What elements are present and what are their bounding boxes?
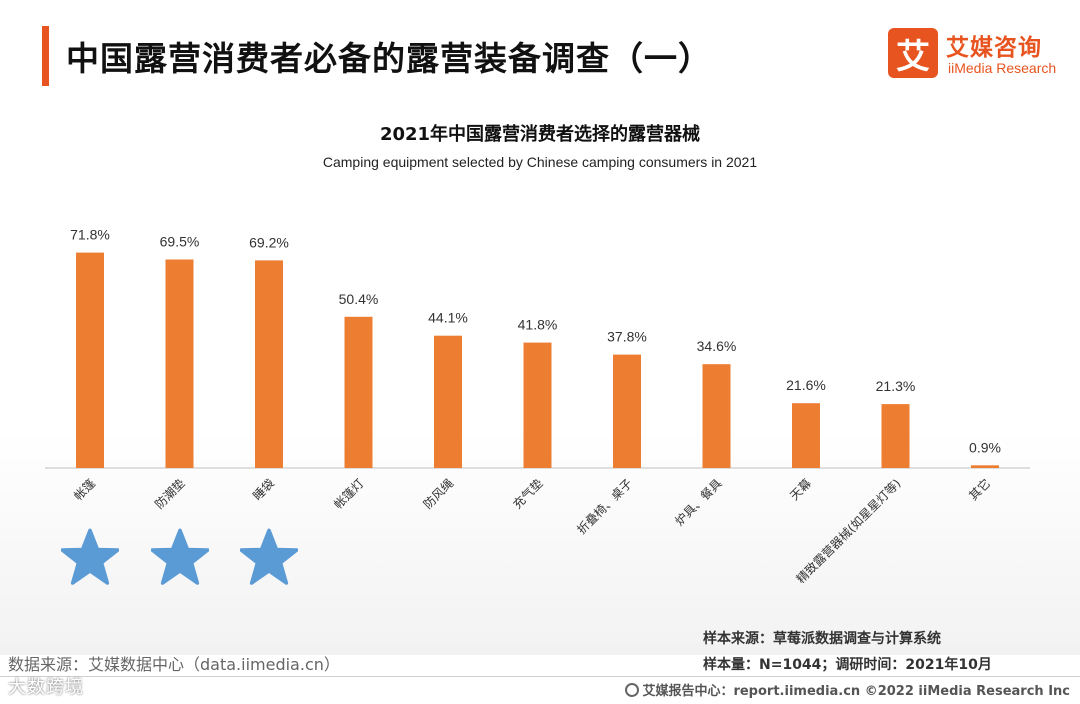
star-icon-0	[61, 528, 119, 585]
globe-icon	[625, 683, 640, 697]
footer-divider	[0, 676, 1080, 677]
bar-1	[165, 259, 194, 468]
data-label-6: 37.8%	[607, 329, 647, 345]
category-label-3: 帐篷灯	[331, 476, 367, 512]
category-label-4: 防风绳	[420, 476, 456, 512]
title-accent-bar	[42, 26, 49, 86]
data-label-10: 0.9%	[969, 439, 1001, 455]
chart-title: 2021年中国露营消费者选择的露营器械	[379, 124, 701, 145]
star-shape-2	[240, 528, 298, 585]
data-label-8: 21.6%	[786, 377, 826, 393]
page-title: 中国露营消费者必备的露营装备调查（一）	[66, 39, 712, 78]
notes: 样本来源：草莓派数据调查与计算系统 样本量：N=1044；调研时间：2021年1…	[703, 626, 992, 678]
data-label-5: 41.8%	[518, 317, 558, 333]
sample-source-note: 样本来源：草莓派数据调查与计算系统	[703, 631, 941, 647]
footer: 艾媒报告中心：report.iimedia.cn ©2022 iiMedia R…	[625, 680, 1070, 699]
sample-size-note: 样本量：N=1044；调研时间：2021年10月	[703, 657, 992, 673]
data-label-1: 69.5%	[160, 234, 200, 250]
bar-6	[613, 354, 641, 468]
iimedia-logo: 艾 艾媒咨询 iiMedia Research	[888, 28, 1068, 80]
category-label-2: 睡袋	[250, 476, 277, 503]
bar-0	[76, 252, 104, 468]
category-label-8: 天幕	[787, 476, 814, 503]
category-label-6: 折叠椅、桌子	[574, 476, 636, 538]
bar-10	[971, 465, 999, 468]
data-label-0: 71.8%	[70, 227, 110, 243]
category-label-10: 其它	[966, 476, 994, 504]
bar-9	[881, 404, 910, 468]
star-icon-1	[150, 528, 209, 585]
data-label-9: 21.3%	[876, 378, 916, 394]
report-center-link[interactable]: 艾媒报告中心：report.iimedia.cn ©2022 iiMedia R…	[642, 684, 1070, 699]
star-shape-0	[61, 528, 119, 585]
data-label-2: 69.2%	[249, 234, 289, 250]
data-label-4: 44.1%	[428, 310, 468, 326]
bar-4	[434, 335, 462, 468]
category-label-7: 炉具、餐具	[672, 476, 725, 529]
bar-5	[523, 342, 552, 468]
category-label-5: 充气垫	[510, 476, 546, 512]
data-label-3: 50.4%	[339, 291, 379, 307]
bar-2	[255, 260, 283, 468]
star-shape-1	[150, 528, 209, 585]
category-label-1: 防潮垫	[152, 476, 188, 512]
category-label-0: 帐篷	[71, 476, 99, 504]
bar-8	[792, 403, 820, 468]
bar-7	[702, 364, 731, 468]
data-label-7: 34.6%	[697, 338, 737, 354]
watermark: 大数跨境	[8, 677, 84, 698]
logo-text-cn: 艾媒咨询	[946, 35, 1042, 61]
data-source: 数据来源：艾媒数据中心（data.iimedia.cn）	[8, 655, 340, 674]
logo-text-en: iiMedia Research	[948, 60, 1057, 76]
category-label-9: 精致露营器械(如星星灯等)	[793, 476, 904, 587]
chart-subtitle: Camping equipment selected by Chinese ca…	[322, 154, 758, 170]
logo-mark: 艾	[888, 28, 938, 78]
bar-3	[344, 316, 373, 468]
star-icon-2	[240, 528, 298, 585]
